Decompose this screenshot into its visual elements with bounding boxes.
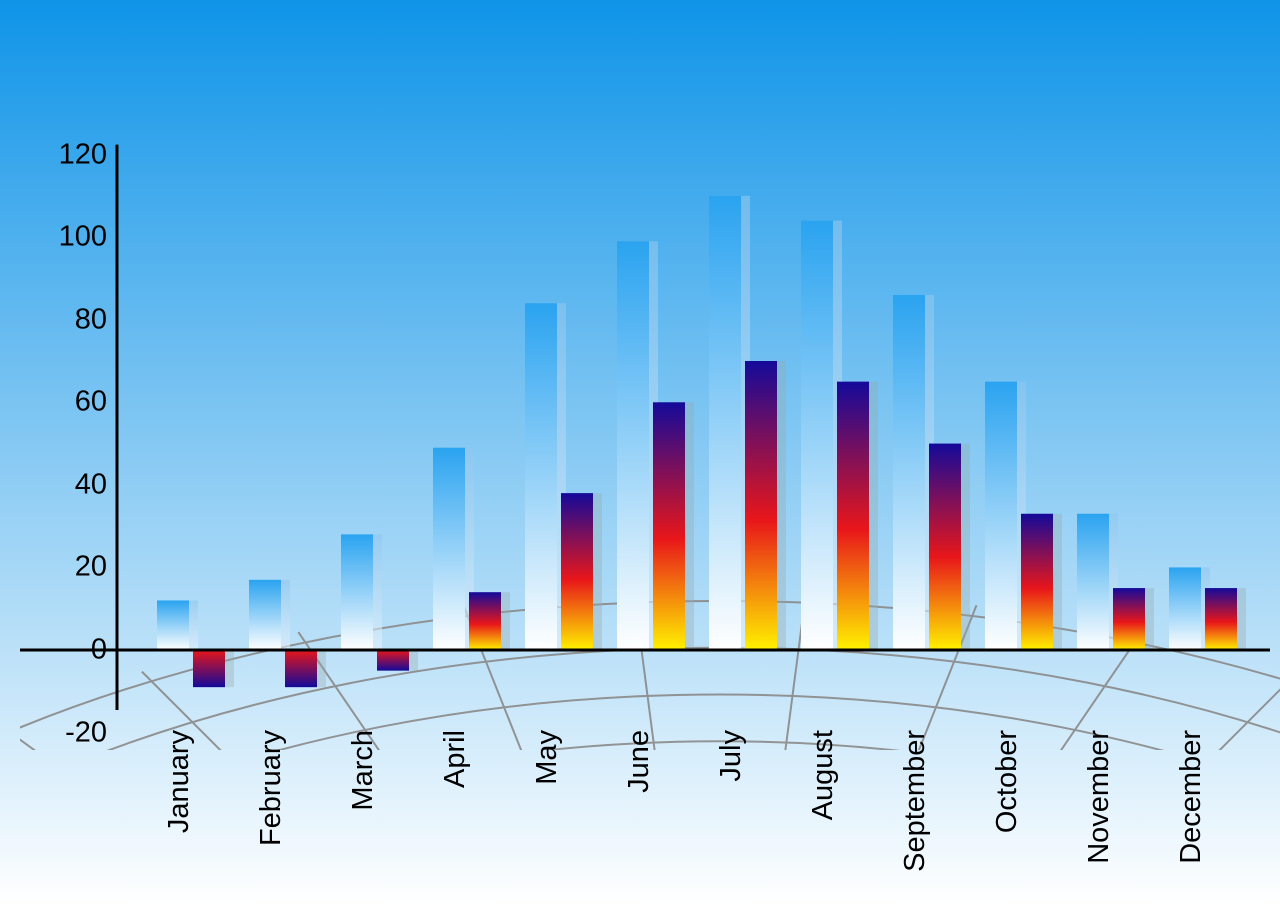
x-category-label: July bbox=[715, 730, 748, 782]
x-category-label: October bbox=[991, 730, 1024, 833]
bar-series-b bbox=[929, 444, 961, 650]
x-category-label: August bbox=[807, 730, 840, 820]
x-category-label: December bbox=[1175, 730, 1208, 864]
bar-series-a bbox=[709, 196, 741, 650]
bar-series-b bbox=[285, 650, 317, 687]
bar-series-b bbox=[469, 592, 501, 650]
x-category-label: January bbox=[163, 730, 196, 833]
bar-series-a bbox=[525, 303, 557, 650]
y-tick-label: -20 bbox=[27, 716, 107, 749]
bar-series-a bbox=[157, 600, 189, 650]
y-tick-label: 100 bbox=[27, 221, 107, 254]
x-category-label: June bbox=[623, 730, 656, 793]
bar-series-b bbox=[561, 493, 593, 650]
bar-series-a bbox=[801, 221, 833, 650]
y-tick-label: 20 bbox=[27, 551, 107, 584]
y-tick-label: 80 bbox=[27, 303, 107, 336]
monthly-bar-chart: -20 0 20 40 60 80 100 120 January February March A… bbox=[0, 0, 1280, 905]
bar-series-a bbox=[1077, 514, 1109, 650]
bar-series-b bbox=[193, 650, 225, 687]
bar-series-b bbox=[745, 361, 777, 650]
x-category-label: March bbox=[347, 730, 380, 811]
y-tick-label: 40 bbox=[27, 468, 107, 501]
bar-series-b bbox=[377, 650, 409, 671]
y-tick-label: 120 bbox=[27, 138, 107, 171]
bar-series-a bbox=[893, 295, 925, 650]
x-category-label: April bbox=[439, 730, 472, 788]
bar-series-a bbox=[1169, 567, 1201, 650]
x-category-label: February bbox=[255, 730, 288, 846]
x-category-label: November bbox=[1083, 730, 1116, 864]
bar-series-a bbox=[341, 534, 373, 650]
bar-series-b bbox=[837, 382, 869, 650]
x-category-label: September bbox=[899, 730, 932, 872]
bar-series-a bbox=[433, 448, 465, 650]
y-tick-label: 0 bbox=[27, 634, 107, 667]
bar-series-a bbox=[617, 241, 649, 650]
bar-series-b bbox=[1113, 588, 1145, 650]
bar-series-a bbox=[985, 382, 1017, 650]
y-tick-label: 60 bbox=[27, 386, 107, 419]
bar-series-b bbox=[653, 402, 685, 650]
bar-series-a bbox=[249, 580, 281, 650]
bar-series-b bbox=[1205, 588, 1237, 650]
bar-series-b bbox=[1021, 514, 1053, 650]
x-category-label: May bbox=[531, 730, 564, 785]
